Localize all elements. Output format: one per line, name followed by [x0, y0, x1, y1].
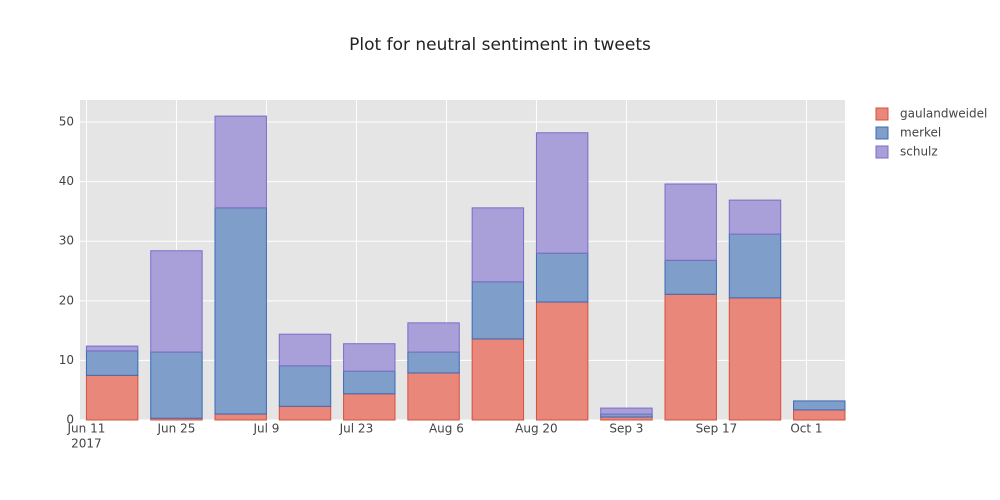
- x-tick-sublabel: 2017: [71, 437, 102, 451]
- chart-title: Plot for neutral sentiment in tweets: [349, 35, 651, 55]
- bar: [471, 207, 525, 283]
- bar: [664, 293, 717, 421]
- legend-label: merkel: [900, 126, 941, 140]
- x-tick-label: Jun 11: [67, 422, 106, 436]
- x-tick-label: Oct 1: [790, 422, 822, 436]
- bar: [728, 233, 782, 299]
- x-tick-label: Jul 9: [252, 422, 279, 436]
- bar: [793, 409, 846, 421]
- bar: [214, 413, 267, 421]
- bar: [728, 199, 782, 235]
- bar: [278, 333, 332, 367]
- y-tick-label: 0: [66, 413, 74, 427]
- legend-swatch: [875, 107, 889, 121]
- bar: [535, 132, 589, 254]
- bar: [535, 252, 589, 303]
- x-tick-label: Aug 6: [429, 422, 464, 436]
- bar: [214, 207, 267, 415]
- bar: [150, 351, 203, 419]
- bar: [85, 374, 139, 421]
- bar: [343, 393, 396, 421]
- y-tick-label: 30: [59, 234, 74, 248]
- legend-label: schulz: [900, 145, 938, 159]
- bar: [664, 259, 717, 295]
- x-tick-label: Jul 23: [339, 422, 374, 436]
- bar: [214, 115, 267, 209]
- bar: [535, 301, 589, 421]
- plot-background: [80, 100, 845, 420]
- legend-swatch: [875, 126, 889, 140]
- x-tick-label: Sep 3: [609, 422, 643, 436]
- y-tick-label: 20: [59, 293, 74, 307]
- bar: [793, 400, 846, 411]
- bar: [150, 250, 203, 353]
- bar: [664, 183, 717, 261]
- bar: [600, 407, 653, 415]
- x-tick-label: Aug 20: [515, 422, 558, 436]
- legend-label: gaulandweidel: [900, 107, 987, 121]
- x-tick-label: Sep 17: [696, 422, 738, 436]
- bar: [407, 351, 460, 374]
- bar: [407, 322, 460, 353]
- bar: [407, 372, 460, 421]
- x-tick-label: Jun 25: [157, 422, 196, 436]
- bar: [278, 405, 332, 421]
- bar: [85, 345, 139, 352]
- bar: [471, 281, 525, 340]
- bar: [343, 343, 396, 372]
- y-tick-label: 10: [59, 353, 74, 367]
- bar: [278, 365, 332, 407]
- legend-swatch: [875, 145, 889, 159]
- bar: [728, 297, 782, 421]
- y-tick-label: 50: [59, 115, 74, 129]
- bar: [343, 370, 396, 395]
- bar: [471, 338, 525, 421]
- y-tick-label: 40: [59, 174, 74, 188]
- bar: [85, 350, 139, 376]
